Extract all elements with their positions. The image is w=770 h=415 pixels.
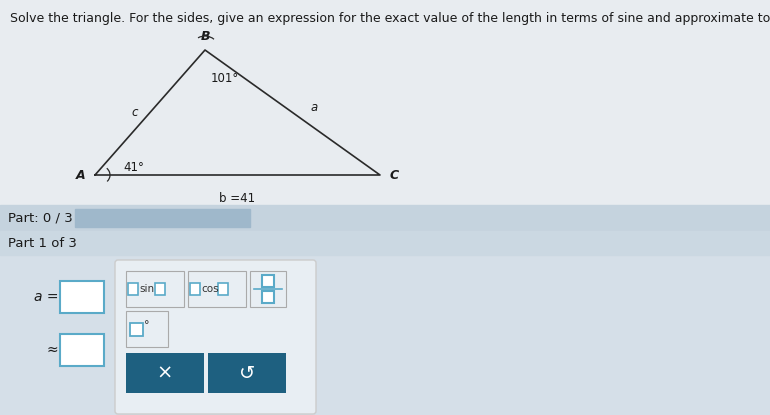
Text: Part: 0 / 3: Part: 0 / 3: [8, 212, 72, 225]
Text: a: a: [310, 101, 318, 114]
Bar: [188, 271, 246, 307]
Bar: [130, 322, 143, 335]
Bar: [126, 311, 168, 347]
Bar: [208, 353, 286, 393]
Bar: [155, 283, 165, 295]
Bar: [60, 281, 104, 313]
Bar: [262, 291, 274, 303]
Bar: [60, 334, 104, 366]
Bar: [126, 353, 204, 393]
Bar: [75, 209, 250, 227]
Bar: [0, 231, 770, 255]
Bar: [218, 283, 228, 295]
Text: A: A: [76, 168, 85, 181]
Text: b =41: b =41: [219, 192, 256, 205]
Bar: [126, 271, 184, 307]
FancyBboxPatch shape: [115, 260, 316, 414]
Text: 41°: 41°: [123, 161, 144, 173]
Text: ×: ×: [157, 364, 173, 383]
Text: B: B: [200, 29, 209, 42]
Text: ↺: ↺: [239, 364, 255, 383]
Bar: [128, 283, 138, 295]
Bar: [262, 275, 274, 287]
Bar: [190, 283, 200, 295]
Bar: [0, 255, 770, 415]
Text: C: C: [390, 168, 399, 181]
Text: 101°: 101°: [211, 72, 239, 85]
Text: Solve the triangle. For the sides, give an expression for the exact value of the: Solve the triangle. For the sides, give …: [10, 12, 770, 25]
Bar: [250, 271, 286, 307]
Text: °: °: [144, 320, 149, 330]
Bar: [0, 205, 770, 231]
Text: sin: sin: [139, 284, 154, 294]
Text: c: c: [132, 106, 138, 119]
Text: Part 1 of 3: Part 1 of 3: [8, 237, 77, 249]
Text: ≈: ≈: [46, 343, 58, 357]
Text: a =: a =: [34, 290, 58, 304]
Text: cos: cos: [201, 284, 219, 294]
